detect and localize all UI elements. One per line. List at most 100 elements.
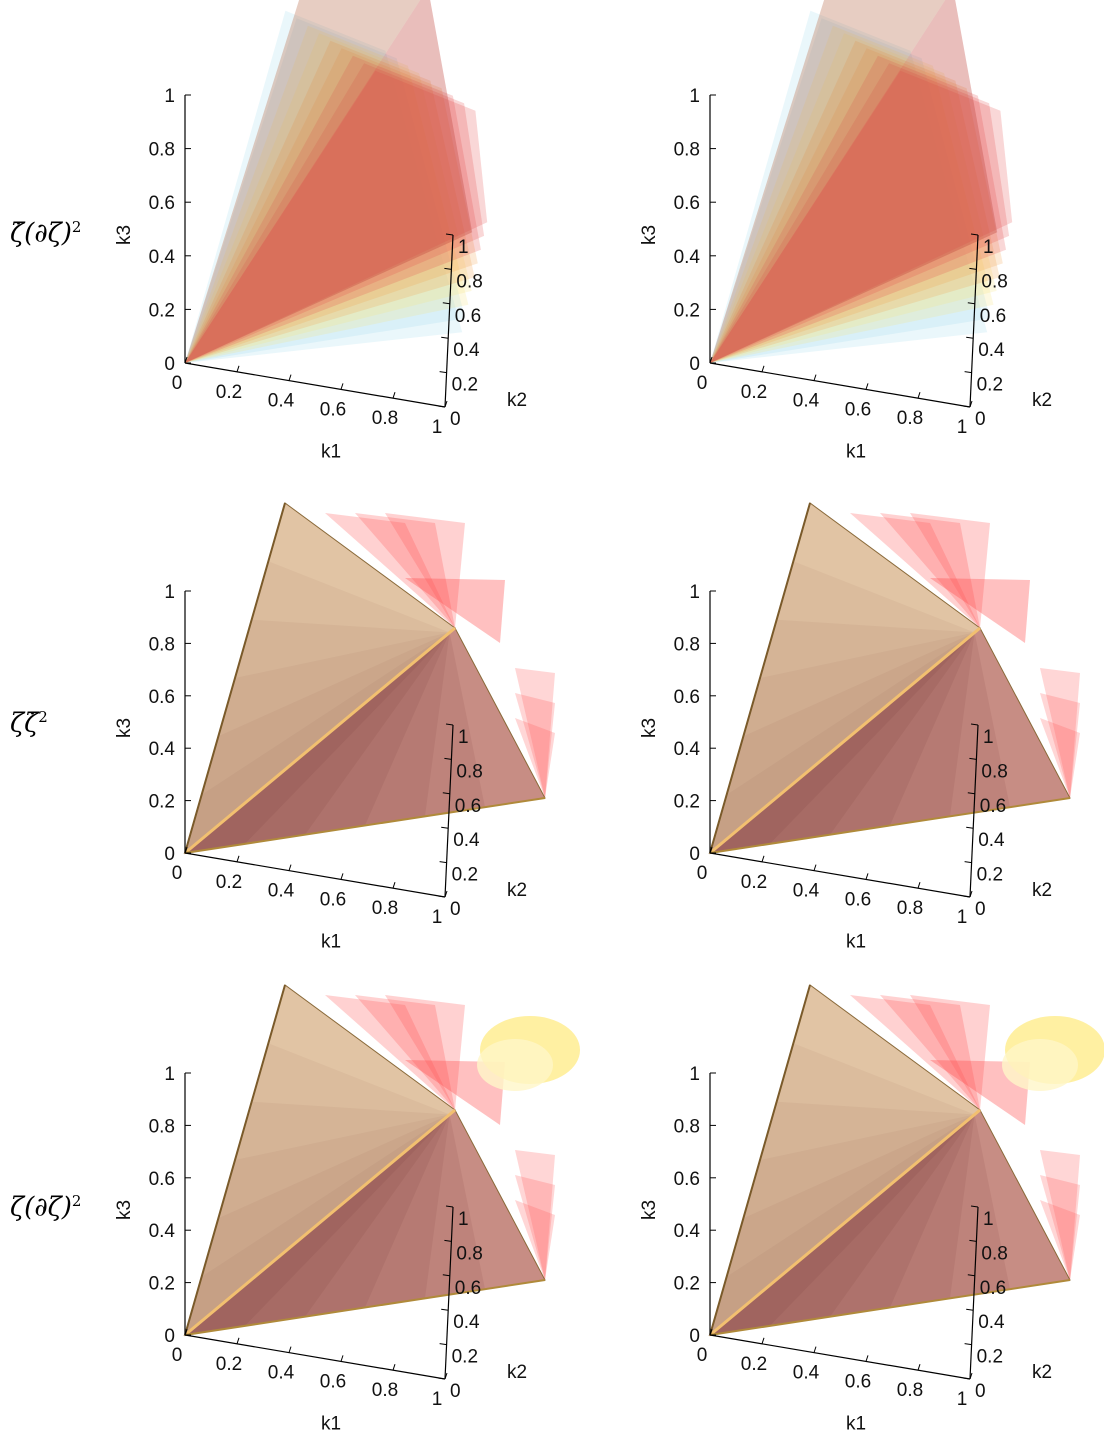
z-tick-label: 0.6 [674,1169,700,1190]
x-tick-label: 1 [957,1389,968,1410]
z-tick-label: 1 [164,86,175,107]
x-tick [288,1346,292,1353]
y-tick [439,1343,447,1346]
surface-edge [184,1279,546,1336]
row-label-2: ζζ̇2 [10,708,48,739]
x-tick-label: 0.6 [320,1371,346,1392]
surface-fin [1040,1150,1080,1280]
x-tick [709,356,713,364]
x-tick [288,864,292,871]
z-tick-label: 0 [164,354,175,375]
surface-fin [405,578,505,643]
x-tick-label: 0.8 [897,898,923,919]
y-tick-label: 0.2 [452,865,478,886]
surface-band [185,1043,450,1335]
surface-band [185,561,450,853]
y-tick [967,1274,975,1277]
y-axis-label: k2 [1032,880,1052,901]
x-tick [865,1355,869,1362]
z-tick-label: 0.6 [149,687,175,708]
y-tick [445,233,454,236]
surface-core [185,0,421,363]
y-tick [445,723,454,726]
x-tick-label: 0.6 [320,399,346,420]
y-tick-label: 1 [458,1209,469,1230]
x-axis-line [184,1334,446,1380]
axes: 00.20.40.60.810 0.2 0.4 0.6 0.8 1 00.20.40.60.… [639,582,1052,952]
surface-fin [405,1060,505,1125]
z-tick-label: 0.2 [149,1274,175,1295]
x-axis-label: k1 [321,931,341,952]
y-tick-label: 0.2 [977,1347,1003,1368]
x-tick-label: 1 [957,907,968,928]
y-tick [441,336,449,339]
surface-edge [184,502,286,854]
y-tick [962,1377,971,1380]
y-tick [437,405,446,408]
y-tick [970,1205,979,1208]
surface-core [710,0,946,363]
y-tick [967,302,975,305]
x-tick [969,890,973,898]
y-tick [964,1343,972,1346]
x-tick-label: 0.8 [897,1380,923,1401]
z-axis-label: k3 [114,225,135,245]
y-tick [444,1239,452,1242]
surface-group [708,502,1080,855]
surface-fin [355,513,455,628]
z-tick-label: 0.6 [149,193,175,214]
y-tick [969,267,977,270]
x-tick [340,873,344,880]
surface-edge [184,797,546,854]
surface-group [710,0,1013,364]
surface-fin [1040,668,1080,798]
x-tick [444,1372,448,1380]
x-tick [761,1337,765,1344]
x-tick [761,855,765,862]
x-tick-label: 0.6 [845,399,871,420]
x-tick-label: 0.8 [897,408,923,429]
surface-sheet [185,33,472,364]
z-tick-label: 0.4 [149,1221,176,1242]
x-axis-line [709,362,971,408]
z-tick-label: 1 [689,582,700,603]
surface-sheet [710,18,991,364]
y-tick-label: 0.6 [980,306,1006,327]
surface-sheet [185,10,463,364]
surface-fin [1040,1200,1080,1280]
x-tick-label: 0.2 [741,872,767,893]
surface-fin [850,995,980,1110]
x-tick [709,846,713,854]
z-tick-label: 0.4 [149,247,176,268]
surface-ridge [184,1108,456,1337]
x-tick-label: 0 [697,1345,708,1366]
surface-sheet [710,55,1006,364]
y-tick-label: 0.2 [452,375,478,396]
chart-panel-2-2: 00.20.40.60.810 0.2 0.4 0.6 0.8 1 00.20.40.60.… [639,502,1080,952]
z-tick-label: 0.4 [674,247,701,268]
y-tick-label: 0 [975,409,986,430]
x-tick-label: 0.4 [268,881,295,902]
x-tick [865,873,869,880]
x-tick-label: 0.2 [741,1354,767,1375]
surface-fin [385,995,465,1110]
surface-band [710,1043,975,1335]
x-tick [236,365,240,372]
y-tick-label: 0.4 [978,830,1005,851]
z-axis-label: k3 [639,225,660,245]
surface-band [185,619,450,853]
y-tick-label: 0 [450,899,461,920]
x-tick-label: 0.6 [320,889,346,910]
y-tick-label: 0 [450,1381,461,1402]
x-tick-label: 0.8 [372,1380,398,1401]
y-tick [962,895,971,898]
z-tick-label: 0.2 [674,300,700,321]
x-axis-label: k1 [321,1413,341,1434]
surface-fin [325,513,455,628]
surface-group [183,984,580,1337]
x-tick [917,392,921,399]
surface-fin [355,995,455,1110]
surface-band [185,1114,485,1335]
x-axis-label: k1 [846,441,866,462]
y-tick-label: 0.2 [452,1347,478,1368]
